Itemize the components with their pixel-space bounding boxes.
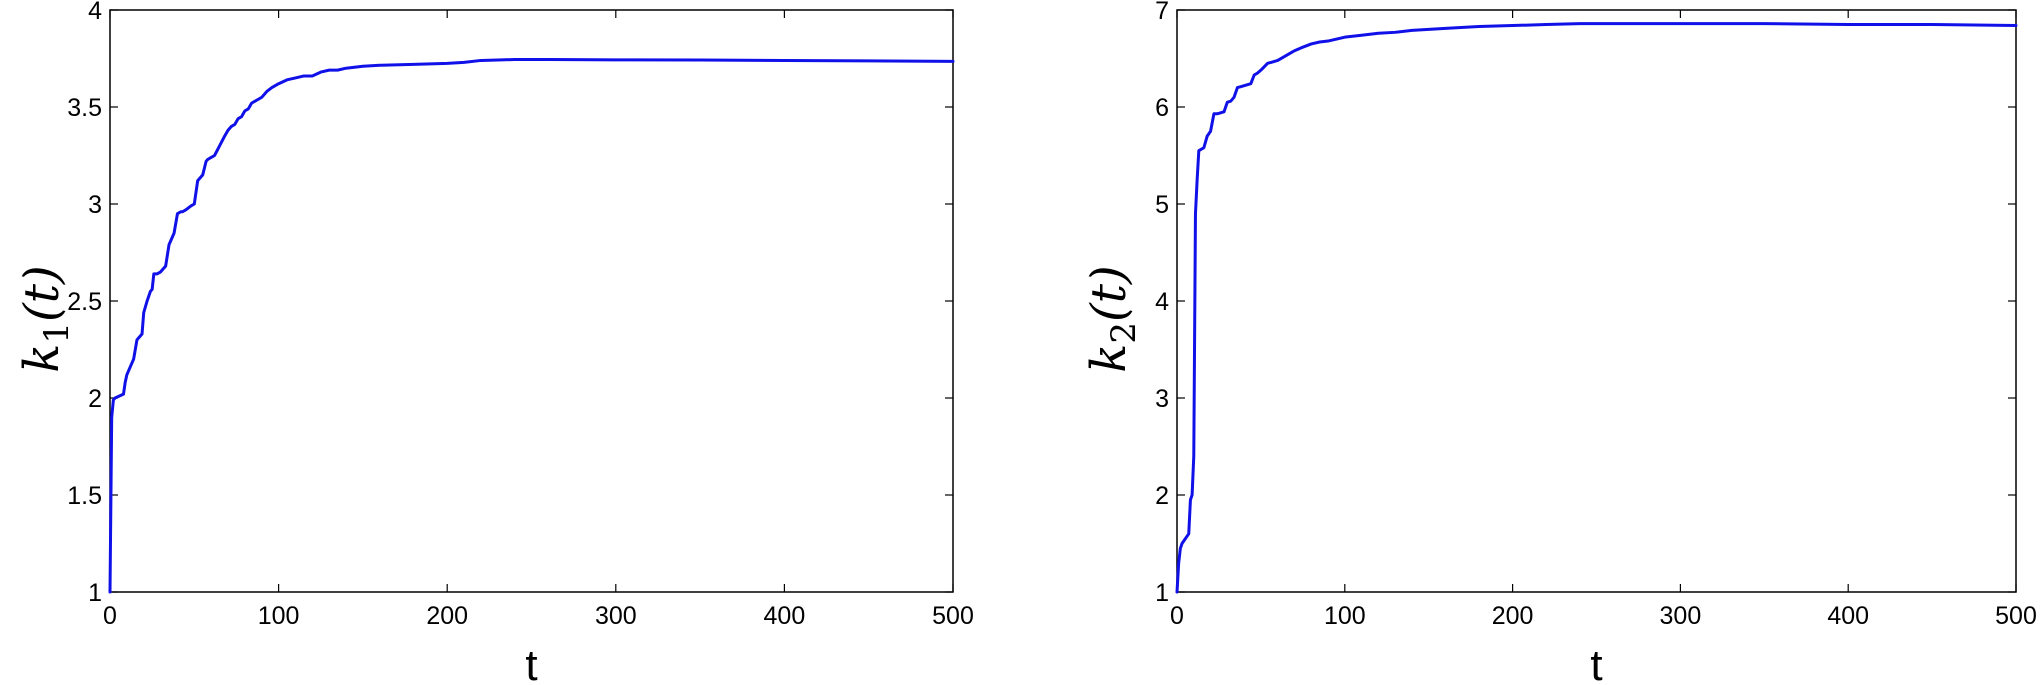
x-tick-label: 400: [1827, 602, 1869, 630]
series-line: [108, 57, 955, 594]
x-tick-label: 300: [595, 602, 637, 630]
y-tick-label: 6: [1155, 94, 1169, 122]
axes-frame: [1176, 9, 2017, 593]
x-tick-label: 200: [1492, 602, 1534, 630]
y-axis-label: k1(t): [14, 265, 77, 372]
y-tick-label: 3.5: [67, 94, 102, 122]
x-axis-label: t: [525, 641, 537, 685]
x-tick-label: 500: [932, 602, 974, 630]
y-tick-label: 5: [1155, 191, 1169, 219]
x-tick-label: 300: [1660, 602, 1702, 630]
x-tick-label: 400: [764, 602, 806, 630]
y-axis-label-arg: (t): [1081, 265, 1137, 322]
y-tick-label: 2: [88, 385, 102, 413]
x-tick-label: 0: [103, 602, 117, 630]
y-tick-label: 1.5: [67, 482, 102, 510]
y-tick-label: 4: [1155, 288, 1169, 316]
x-tick-label: 100: [258, 602, 300, 630]
x-axis-label: t: [1590, 641, 1602, 685]
y-tick-label: 1: [88, 579, 102, 607]
x-tick-label: 100: [1324, 602, 1366, 630]
y-tick-label: 4: [88, 0, 102, 25]
x-tick-label: 0: [1170, 602, 1184, 630]
y-tick-label: 1: [1155, 579, 1169, 607]
y-axis-label: k2(t): [1081, 265, 1144, 372]
y-tick-label: 7: [1155, 0, 1169, 25]
axes-frame: [109, 9, 954, 593]
y-tick-label: 3: [1155, 385, 1169, 413]
y-tick-label: 2.5: [67, 288, 102, 316]
x-tick-label: 500: [1995, 602, 2037, 630]
y-axis-label-base: k: [14, 344, 70, 373]
y-tick-label: 3: [88, 191, 102, 219]
y-axis-label-arg: (t): [14, 265, 70, 322]
y-axis-label-base: k: [1081, 344, 1137, 373]
series-line: [1175, 22, 2018, 594]
y-tick-label: 2: [1155, 482, 1169, 510]
y-axis-label-subscript: 1: [37, 322, 77, 344]
x-tick-label: 200: [426, 602, 468, 630]
y-axis-label-subscript: 2: [1104, 322, 1144, 344]
